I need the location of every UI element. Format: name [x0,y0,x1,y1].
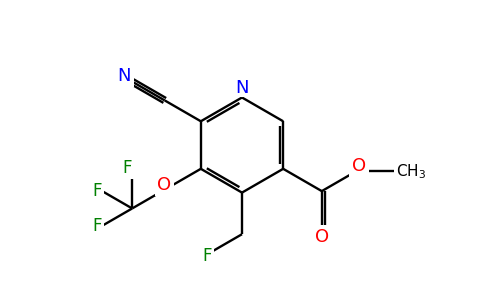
Text: N: N [118,67,131,85]
Text: N: N [235,79,249,97]
Text: O: O [352,157,366,175]
Text: F: F [122,159,132,177]
Text: F: F [92,217,102,235]
Text: F: F [202,247,212,265]
Text: F: F [92,182,102,200]
Text: O: O [315,228,329,246]
Text: O: O [157,176,171,194]
Text: CH$_3$: CH$_3$ [396,162,426,181]
